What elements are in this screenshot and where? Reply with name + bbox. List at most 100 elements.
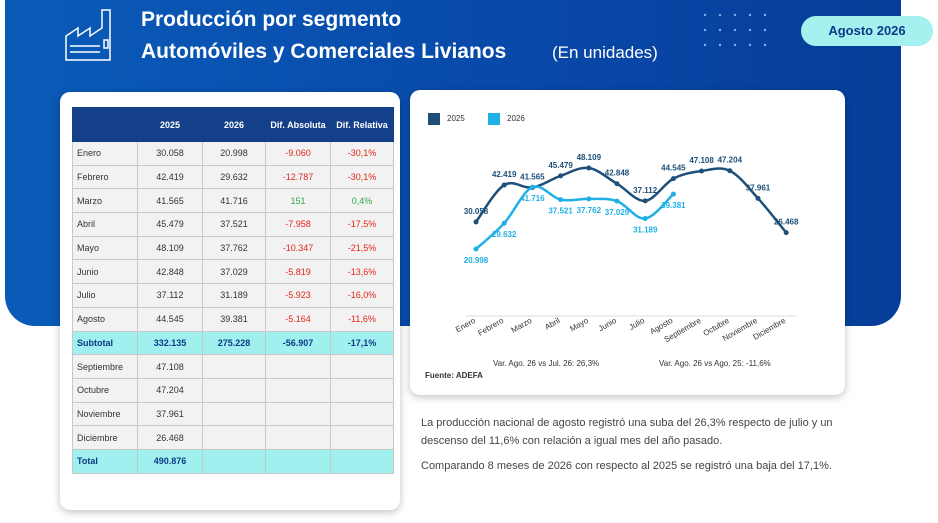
point xyxy=(501,220,507,226)
point xyxy=(614,181,620,187)
x-tick-label: Marzo xyxy=(510,316,534,335)
note: Comparando 8 meses de 2026 con respecto … xyxy=(421,460,832,472)
table-row: Febrero 42.419 29.632 -12.787 -30,1% xyxy=(72,164,394,190)
cell: 37.762 xyxy=(202,235,266,261)
subtitle: Automóviles y Comerciales Livianos xyxy=(141,40,507,63)
cell xyxy=(202,401,266,427)
table-row: Abril 45.479 37.521 -7.958 -17,5% xyxy=(72,212,394,237)
cell: 37.029 xyxy=(202,259,266,285)
cell: Julio xyxy=(72,283,138,308)
point xyxy=(586,196,592,202)
table-row: Agosto 44.545 39.381 -5.164 -11,6% xyxy=(72,306,394,332)
cell: Marzo xyxy=(72,188,138,214)
data-label: 48.109 xyxy=(577,153,602,162)
cell: 0,4% xyxy=(330,188,394,214)
cell: 44.545 xyxy=(137,306,203,332)
cell: Noviembre xyxy=(72,401,138,427)
header-cell: 2025 xyxy=(137,107,203,142)
cell: Abril xyxy=(72,212,138,237)
unit: (En unidades) xyxy=(552,43,658,62)
cell: -56.907 xyxy=(265,330,331,356)
cell: 26.468 xyxy=(137,425,203,450)
cell xyxy=(265,354,331,379)
cell: 37.521 xyxy=(202,212,266,237)
cell: -21,5% xyxy=(330,235,394,261)
cell xyxy=(202,354,266,379)
cell: -5.923 xyxy=(265,283,331,308)
cell xyxy=(265,401,331,427)
cell xyxy=(265,448,331,474)
data-label: 47.204 xyxy=(718,156,743,165)
point xyxy=(473,246,479,252)
cell xyxy=(330,354,394,379)
x-tick-label: Diciembre xyxy=(752,316,788,342)
cell xyxy=(265,425,331,450)
data-label: 37.029 xyxy=(605,208,630,217)
table-row: Diciembre 26.468 xyxy=(72,425,394,450)
cell: -9.060 xyxy=(265,141,331,166)
x-tick-label: Febrero xyxy=(476,316,505,338)
cell: 30.058 xyxy=(137,141,203,166)
cell: -13,6% xyxy=(330,259,394,285)
cell: -30,1% xyxy=(330,164,394,190)
data-label: 37.961 xyxy=(746,183,771,192)
table-row: Marzo 41.565 41.716 151 0,4% xyxy=(72,188,394,214)
point xyxy=(558,197,564,203)
cell xyxy=(330,401,394,427)
point xyxy=(755,195,761,201)
cell: Febrero xyxy=(72,164,138,190)
cell: Octubre xyxy=(72,377,138,403)
cell: 45.479 xyxy=(137,212,203,237)
cell xyxy=(330,448,394,474)
annotation: Var. Ago. 26 vs Ago. 25: -11,6% xyxy=(659,359,771,368)
cell: -11,6% xyxy=(330,306,394,332)
cell: 332.135 xyxy=(137,330,203,356)
cell: -17,5% xyxy=(330,212,394,237)
chart-card: 2025 30.058 42.419 41.565 45.479 48.109 42.848… xyxy=(410,90,845,395)
table-row: Junio 42.848 37.029 -5.819 -13,6% xyxy=(72,259,394,285)
data-label: 26.468 xyxy=(774,218,799,227)
data-label: 29.632 xyxy=(492,230,517,239)
cell: 39.381 xyxy=(202,306,266,332)
date-badge: Agosto 2026 xyxy=(801,16,933,46)
data-label: 31.189 xyxy=(633,226,658,235)
table: 2025 2026 Dif. Absoluta Dif. Relativa Enero 3… xyxy=(72,107,394,474)
point xyxy=(529,184,535,190)
cell: Diciembre xyxy=(72,425,138,450)
x-tick-label: Abril xyxy=(543,316,562,332)
cell: Septiembre xyxy=(72,354,138,379)
cell xyxy=(202,377,266,403)
data-label: 37.762 xyxy=(577,206,602,215)
data-label: 42.848 xyxy=(605,169,630,178)
cell: -30,1% xyxy=(330,141,394,166)
title: Producción por segmento xyxy=(141,8,402,31)
note: La producción nacional de agosto registr… xyxy=(421,417,833,447)
dots xyxy=(703,13,767,47)
cell: 42.848 xyxy=(137,259,203,285)
legend-swatch xyxy=(428,113,440,125)
x-tick-label: Enero xyxy=(454,316,477,335)
data-label: 42.419 xyxy=(492,170,517,179)
cell: -5.819 xyxy=(265,259,331,285)
factory-icon xyxy=(65,9,111,61)
cell: 29.632 xyxy=(202,164,266,190)
cell xyxy=(265,377,331,403)
header-cell: Dif. Absoluta xyxy=(265,107,331,142)
point xyxy=(614,198,620,204)
cell: -5.164 xyxy=(265,306,331,332)
cell: Enero xyxy=(72,141,138,166)
point xyxy=(699,168,705,174)
cell: -10.347 xyxy=(265,235,331,261)
cell: -12.787 xyxy=(265,164,331,190)
cell: 151 xyxy=(265,188,331,214)
cell: 20.998 xyxy=(202,141,266,166)
table-row: Septiembre 47.108 xyxy=(72,354,394,379)
data-label: 37.112 xyxy=(633,186,658,195)
point xyxy=(727,168,733,174)
table-row: Total 490.876 xyxy=(72,448,394,474)
legend-swatch xyxy=(488,113,500,125)
header-cell: Dif. Relativa xyxy=(330,107,394,142)
cell: -7.958 xyxy=(265,212,331,237)
